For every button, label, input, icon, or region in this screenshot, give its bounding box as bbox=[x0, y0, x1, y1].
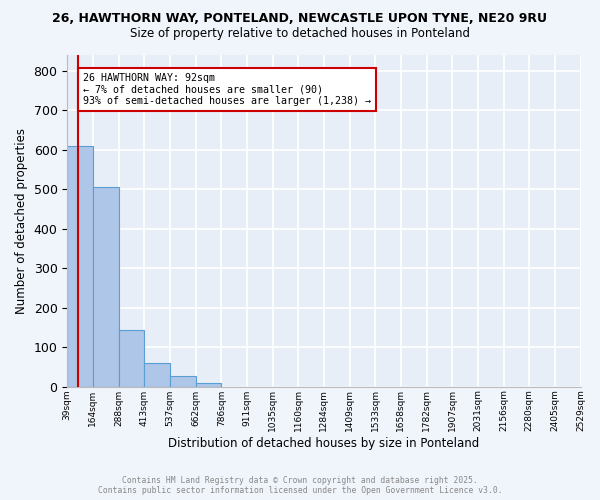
Text: Size of property relative to detached houses in Ponteland: Size of property relative to detached ho… bbox=[130, 28, 470, 40]
Bar bbox=[67, 146, 93, 386]
Y-axis label: Number of detached properties: Number of detached properties bbox=[15, 128, 28, 314]
Text: Contains HM Land Registry data © Crown copyright and database right 2025.
Contai: Contains HM Land Registry data © Crown c… bbox=[98, 476, 502, 495]
Text: 26, HAWTHORN WAY, PONTELAND, NEWCASTLE UPON TYNE, NE20 9RU: 26, HAWTHORN WAY, PONTELAND, NEWCASTLE U… bbox=[53, 12, 548, 26]
X-axis label: Distribution of detached houses by size in Ponteland: Distribution of detached houses by size … bbox=[168, 437, 479, 450]
Bar bbox=[170, 376, 196, 386]
Bar bbox=[119, 330, 144, 386]
Text: 26 HAWTHORN WAY: 92sqm
← 7% of detached houses are smaller (90)
93% of semi-deta: 26 HAWTHORN WAY: 92sqm ← 7% of detached … bbox=[83, 73, 371, 106]
Bar bbox=[196, 382, 221, 386]
Bar bbox=[93, 187, 119, 386]
Bar bbox=[144, 363, 170, 386]
